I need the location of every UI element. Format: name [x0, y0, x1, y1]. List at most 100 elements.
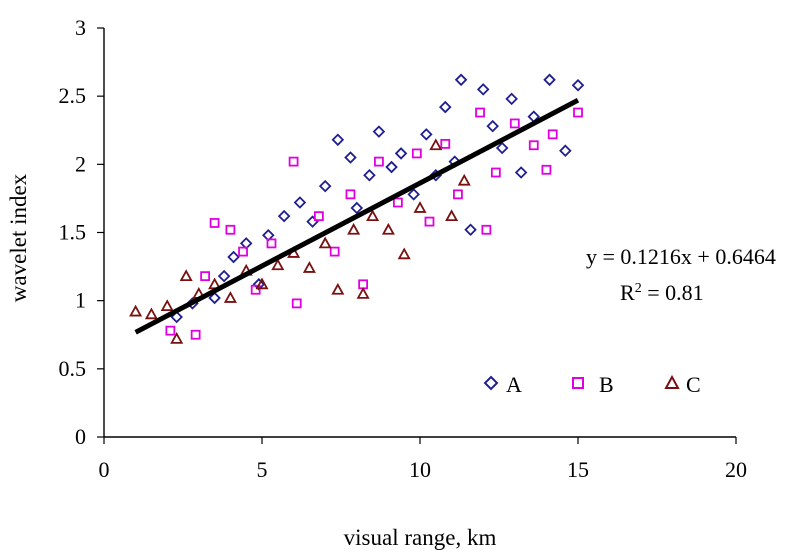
- data-point-b: [250, 284, 261, 295]
- data-point-a: [170, 310, 183, 324]
- y-tick-label: 1.5: [59, 220, 87, 245]
- y-tick-label: 2.5: [59, 83, 87, 108]
- data-point-c: [429, 138, 443, 151]
- data-point-c: [356, 286, 370, 299]
- data-point-b: [541, 164, 552, 175]
- data-point-a: [227, 250, 240, 264]
- x-tick-label: 0: [99, 457, 110, 482]
- data-point-c: [366, 209, 380, 222]
- data-point-a: [571, 78, 585, 92]
- data-point-b: [209, 218, 220, 228]
- data-point-b: [509, 118, 520, 129]
- data-point-b: [225, 224, 236, 235]
- data-point-b: [291, 298, 302, 309]
- trendline-group: [134, 97, 580, 335]
- data-point-b: [374, 156, 384, 167]
- data-point-b: [329, 246, 340, 257]
- y-tick-label: 1: [75, 288, 86, 313]
- legend-item-a: A: [483, 372, 522, 397]
- y-tick-label: 2: [75, 151, 86, 176]
- data-point-c: [347, 222, 361, 235]
- y-tick-label: 3: [75, 15, 86, 40]
- data-point-b: [411, 148, 422, 159]
- data-point-a: [407, 188, 420, 201]
- data-point-b: [345, 189, 356, 200]
- data-point-c: [170, 331, 184, 344]
- data-point-b: [165, 325, 176, 336]
- r-squared-suffix: = 0.81: [642, 280, 704, 305]
- data-point-c: [144, 307, 158, 320]
- data-point-b: [490, 167, 501, 178]
- data-point-c: [302, 261, 316, 273]
- legend: A B C: [483, 372, 701, 397]
- data-point-c: [457, 173, 471, 186]
- data-point-c: [413, 201, 427, 213]
- x-axis-title: visual range, km: [344, 525, 497, 550]
- data-point-a: [372, 125, 386, 138]
- legend-item-b: B: [572, 372, 614, 397]
- data-point-b: [424, 216, 435, 227]
- data-point-a: [476, 83, 490, 96]
- data-point-b: [200, 271, 211, 282]
- legend-label-a: A: [506, 372, 522, 397]
- data-point-a: [363, 168, 376, 182]
- data-point-c: [129, 304, 143, 317]
- data-point-c: [381, 222, 395, 235]
- data-point-c: [397, 247, 411, 260]
- data-point-c: [179, 269, 193, 282]
- legend-marker-b: [572, 377, 584, 389]
- y-tick-label: 0: [75, 424, 86, 449]
- data-point-c: [255, 277, 269, 290]
- data-point-b: [288, 156, 299, 167]
- y-tick-label: 0.5: [59, 356, 87, 381]
- r-squared-prefix: R: [620, 280, 635, 305]
- data-point-a: [464, 223, 477, 237]
- data-point-a: [306, 215, 319, 228]
- r-squared-superscript: 2: [635, 281, 642, 296]
- data-point-a: [318, 179, 332, 193]
- data-point-c: [271, 258, 285, 271]
- data-point-a: [208, 291, 221, 305]
- legend-marker-c: [664, 374, 680, 389]
- data-point-b: [481, 224, 492, 235]
- data-point-b: [475, 107, 485, 118]
- legend-item-c: C: [664, 372, 701, 397]
- data-point-a: [344, 151, 357, 164]
- data-point-b: [190, 329, 201, 340]
- data-point-a: [486, 119, 499, 133]
- legend-marker-a: [483, 375, 499, 391]
- data-point-a: [505, 92, 518, 106]
- data-point-b: [313, 211, 324, 222]
- data-point-c: [331, 282, 345, 295]
- legend-label-b: B: [599, 372, 614, 397]
- data-point-a: [454, 73, 468, 87]
- r-squared-label: R2 = 0.81: [620, 280, 704, 305]
- x-tick-label: 15: [567, 457, 589, 482]
- data-point-c: [160, 299, 174, 312]
- data-point-a: [420, 128, 433, 141]
- data-point-a: [559, 144, 572, 157]
- data-point-a: [385, 160, 398, 174]
- data-point-a: [331, 133, 345, 147]
- x-tick-label: 20: [725, 457, 747, 482]
- data-point-b: [440, 138, 451, 149]
- data-point-b: [266, 238, 277, 249]
- data-point-b: [238, 246, 248, 257]
- regression-equation: y = 0.1216x + 0.6464: [586, 244, 776, 269]
- x-tick-label: 5: [257, 457, 268, 482]
- legend-label-c: C: [686, 372, 701, 397]
- trendline: [134, 97, 580, 335]
- data-point-a: [350, 201, 364, 215]
- data-points: [129, 73, 585, 344]
- data-point-b: [547, 129, 558, 140]
- data-point-a: [439, 100, 452, 114]
- axes: 0 0.5 1 1.5 2 2.5 3 0 5 10 15 20: [59, 15, 748, 482]
- data-point-c: [223, 291, 237, 303]
- x-tick-label: 10: [409, 457, 431, 482]
- data-point-a: [293, 196, 307, 209]
- data-point-a: [217, 269, 231, 283]
- data-point-a: [514, 166, 528, 179]
- data-point-b: [528, 140, 539, 151]
- data-point-a: [394, 147, 408, 160]
